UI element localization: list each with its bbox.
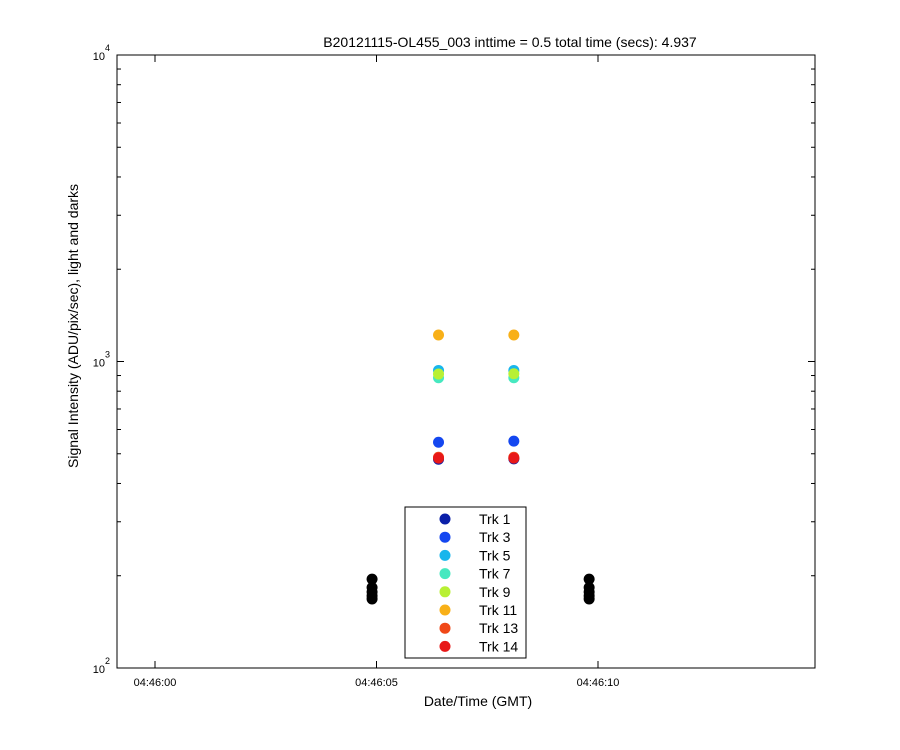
x-tick-label: 04:46:00 bbox=[134, 677, 177, 689]
y-tick-exponent: 2 bbox=[105, 656, 110, 666]
legend-label: Trk 11 bbox=[479, 602, 517, 618]
series-point bbox=[508, 452, 520, 464]
dark-point bbox=[366, 593, 378, 605]
chart-title: B20121115-OL455_003 inttime = 0.5 total … bbox=[323, 34, 697, 50]
legend-label: Trk 5 bbox=[479, 547, 511, 563]
series-point bbox=[433, 329, 445, 341]
data-points bbox=[366, 329, 595, 605]
series-point bbox=[508, 368, 520, 380]
legend-label: Trk 7 bbox=[479, 566, 511, 582]
legend: Trk 1 Trk 3 Trk 5 Trk 7 Trk 9 Trk 11 Trk 13 Trk… bbox=[404, 506, 527, 659]
y-axis-label: Signal Intensity (ADU/pix/sec), light an… bbox=[65, 184, 81, 468]
y-tick-exponent: 3 bbox=[105, 350, 110, 360]
series-point bbox=[433, 436, 445, 448]
x-tick-label: 04:46:10 bbox=[577, 677, 620, 689]
y-tick-label: 10 bbox=[93, 358, 105, 370]
legend-marker bbox=[439, 513, 451, 525]
series-point bbox=[433, 452, 445, 464]
legend-label: Trk 14 bbox=[479, 638, 518, 654]
dark-point bbox=[366, 573, 378, 585]
legend-marker bbox=[439, 549, 451, 561]
series-point bbox=[508, 329, 520, 341]
legend-marker bbox=[439, 568, 451, 580]
legend-label: Trk 1 bbox=[479, 511, 511, 527]
legend-marker bbox=[439, 586, 451, 598]
legend-marker bbox=[439, 640, 451, 652]
y-tick-label: 10 bbox=[93, 51, 105, 63]
x-axis-label: Date/Time (GMT) bbox=[424, 693, 532, 709]
legend-label: Trk 3 bbox=[479, 529, 511, 545]
dark-point bbox=[583, 593, 595, 605]
legend-marker bbox=[439, 604, 451, 616]
series-point bbox=[508, 435, 520, 447]
x-tick-label: 04:46:05 bbox=[355, 677, 398, 689]
y-tick-label: 10 bbox=[93, 664, 105, 676]
legend-marker bbox=[439, 622, 451, 634]
legend-label: Trk 13 bbox=[479, 620, 518, 636]
legend-box bbox=[404, 506, 527, 659]
series-point bbox=[433, 368, 445, 380]
y-tick-exponent: 4 bbox=[105, 43, 110, 53]
legend-label: Trk 9 bbox=[479, 584, 511, 600]
legend-marker bbox=[439, 531, 451, 543]
dark-point bbox=[583, 573, 595, 585]
